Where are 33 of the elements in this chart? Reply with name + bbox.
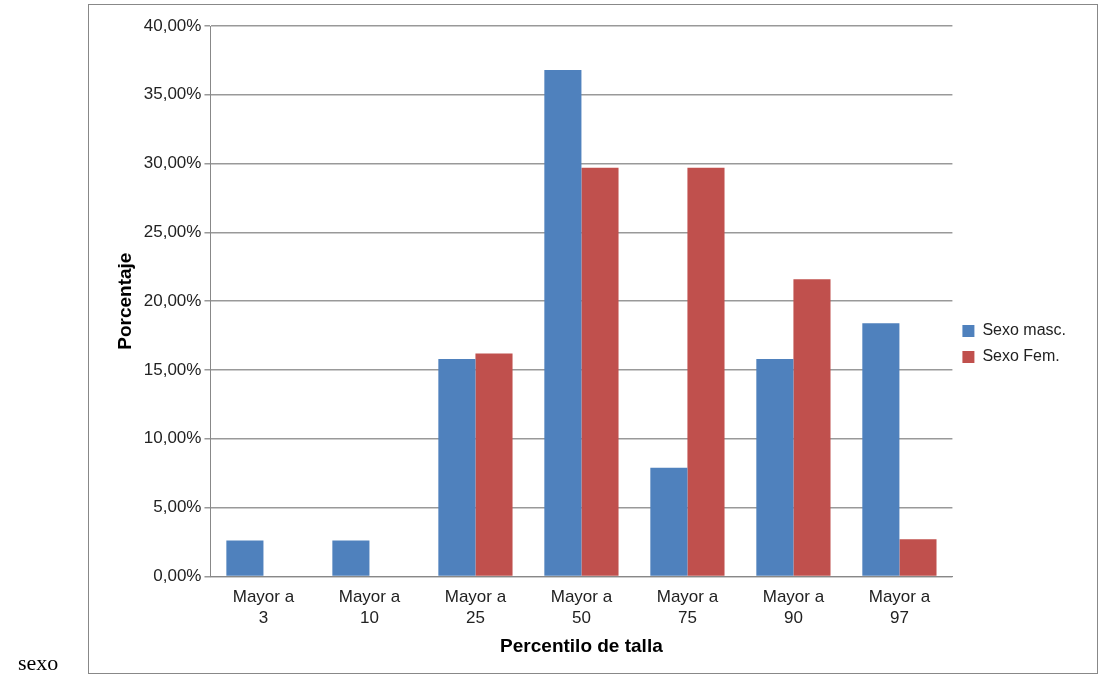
y-tick-label: 10,00% [143, 428, 202, 448]
bar [438, 358, 476, 576]
bar [756, 358, 794, 576]
x-tick-label: Mayor a 75 [656, 587, 719, 627]
x-tick-label: Mayor a 50 [550, 587, 613, 627]
y-tick-label: 0,00% [153, 566, 202, 586]
y-tick-label: 15,00% [143, 359, 202, 379]
x-tick-label: Mayor a 10 [338, 587, 401, 627]
bar [899, 539, 937, 576]
bar [332, 540, 370, 576]
bar [862, 323, 900, 576]
y-tick-label: 40,00% [143, 15, 202, 35]
x-tick-label: Mayor a 25 [444, 587, 507, 627]
legend-label: Sexo Fem. [982, 347, 1060, 365]
bar [793, 279, 831, 576]
x-axis-title: Percentilo de talla [500, 634, 664, 656]
bar [226, 540, 264, 576]
y-tick-label: 20,00% [143, 290, 202, 310]
text: sexo [18, 650, 59, 676]
bar [544, 70, 582, 576]
x-tick-label: Mayor a 97 [868, 587, 931, 627]
y-axis-title: Porcentaje [113, 252, 135, 350]
bar [475, 353, 513, 576]
bar [687, 167, 725, 576]
bar [650, 467, 688, 576]
x-tick-label: Mayor a 90 [762, 587, 825, 627]
legend-label: Sexo masc. [982, 321, 1067, 339]
y-tick-label: 25,00% [143, 222, 202, 242]
y-tick-label: 35,00% [143, 84, 202, 104]
bar [581, 167, 619, 576]
y-tick-label: 30,00% [143, 153, 202, 173]
y-tick-label: 5,00% [153, 497, 202, 517]
x-tick-label: Mayor a 3 [232, 587, 295, 627]
